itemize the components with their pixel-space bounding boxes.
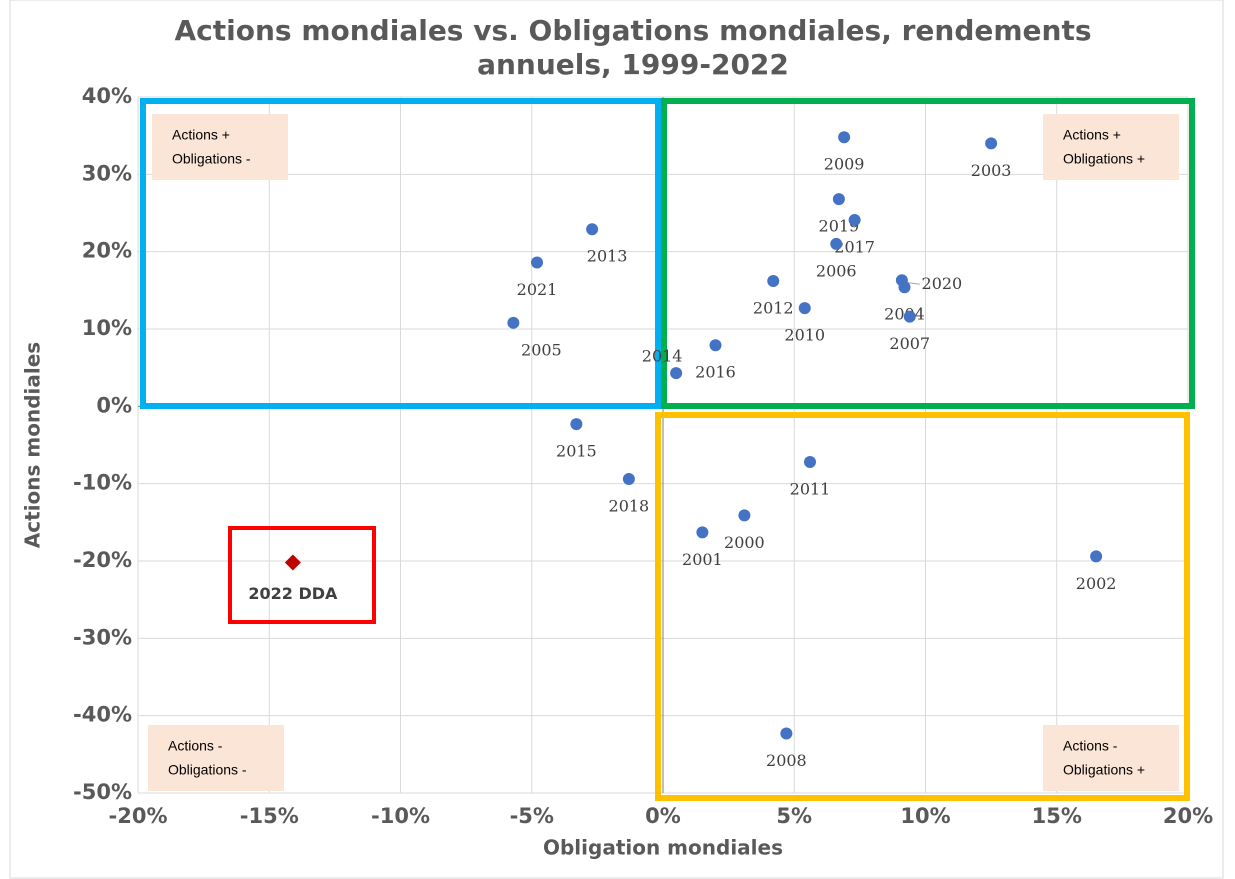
x-tick-label: -5%: [510, 804, 554, 828]
quadrant-label: Actions -: [168, 738, 223, 754]
point-label: 2020: [922, 274, 963, 293]
chart-title: Actions mondiales vs. Obligations mondia…: [174, 14, 1092, 81]
point: [622, 473, 635, 486]
quadrant-label-bg: [1043, 114, 1179, 180]
point: [985, 137, 998, 150]
point-label: 2000: [724, 533, 765, 552]
point: [696, 526, 709, 539]
point-label: 2016: [695, 363, 736, 382]
point-label: 2008: [766, 751, 807, 770]
highlight-frame: [228, 526, 376, 624]
y-tick-label: 10%: [82, 316, 132, 340]
quadrant-label-bg: [152, 114, 288, 180]
point-label: 2022 DDA: [248, 584, 338, 603]
point: [903, 310, 916, 323]
point: [830, 237, 843, 250]
point-label: 2012: [753, 299, 794, 318]
point-label: 2011: [790, 480, 831, 499]
point: [838, 131, 851, 144]
point: [804, 456, 816, 469]
point: [738, 509, 751, 522]
quadrant-label: Actions -: [1063, 738, 1118, 754]
x-tick-label: -20%: [109, 804, 168, 828]
point-label: 2014: [642, 347, 683, 366]
diamond-marker: [284, 554, 301, 571]
point: [767, 275, 780, 288]
y-tick-label: 30%: [82, 161, 132, 185]
point: [709, 339, 722, 352]
point-label: 2006: [816, 261, 857, 280]
quadrant-label: Actions +: [1063, 127, 1121, 143]
x-tick-label: 20%: [1163, 804, 1213, 828]
quadrant-label-bg: [1043, 725, 1179, 791]
point-label: 2005: [521, 340, 562, 359]
point-label: 2007: [889, 334, 930, 353]
point: [898, 281, 911, 294]
point: [832, 193, 845, 206]
x-tick-label: 15%: [1032, 804, 1082, 828]
y-tick-label: -50%: [73, 780, 132, 804]
quadrant-label: Obligations -: [172, 151, 251, 167]
quadrant-label: Actions +: [172, 127, 230, 143]
quadrant-label: Obligations -: [168, 762, 247, 778]
y-axis-title: Actions mondiales: [21, 342, 45, 548]
point-label: 2002: [1076, 574, 1117, 593]
point: [1090, 550, 1103, 563]
point-label: 2015: [556, 442, 597, 461]
y-tick-label: 0%: [96, 393, 132, 417]
point: [531, 256, 543, 269]
quadrant-frame: [655, 412, 1190, 801]
quadrant-frame: [140, 98, 661, 409]
point-label: 2010: [784, 326, 825, 345]
chart-border: [9, 0, 1224, 879]
point: [570, 418, 583, 431]
x-tick-label: 5%: [776, 804, 812, 828]
x-tick-label: 0%: [645, 804, 681, 828]
x-tick-label: -10%: [371, 804, 430, 828]
point: [780, 727, 793, 740]
y-tick-label: -10%: [73, 471, 132, 495]
x-tick-label: 10%: [900, 804, 950, 828]
y-tick-label: -30%: [73, 625, 132, 649]
point: [798, 302, 811, 315]
x-tick-label: -15%: [240, 804, 299, 828]
point: [848, 213, 861, 226]
point-label: 2021: [517, 280, 558, 299]
quadrant-label: Obligations +: [1063, 151, 1145, 167]
y-tick-label: -20%: [73, 548, 132, 572]
y-tick-label: -40%: [73, 703, 132, 727]
y-tick-label: 20%: [82, 239, 132, 263]
point: [670, 367, 683, 380]
point-label: 2017: [834, 237, 875, 256]
point: [586, 223, 599, 236]
point-label: 2001: [682, 550, 723, 569]
quadrant-label-bg: [148, 725, 284, 791]
point-label: 2009: [824, 155, 865, 174]
point-label: 2003: [971, 161, 1012, 180]
point-label: 2013: [587, 247, 628, 266]
point: [507, 316, 520, 329]
y-tick-label: 40%: [82, 84, 132, 108]
quadrant-label: Obligations +: [1063, 762, 1145, 778]
quadrant-frame: [661, 98, 1195, 409]
point-label: 2018: [609, 497, 650, 516]
x-axis-title: Obligation mondiales: [543, 836, 783, 860]
